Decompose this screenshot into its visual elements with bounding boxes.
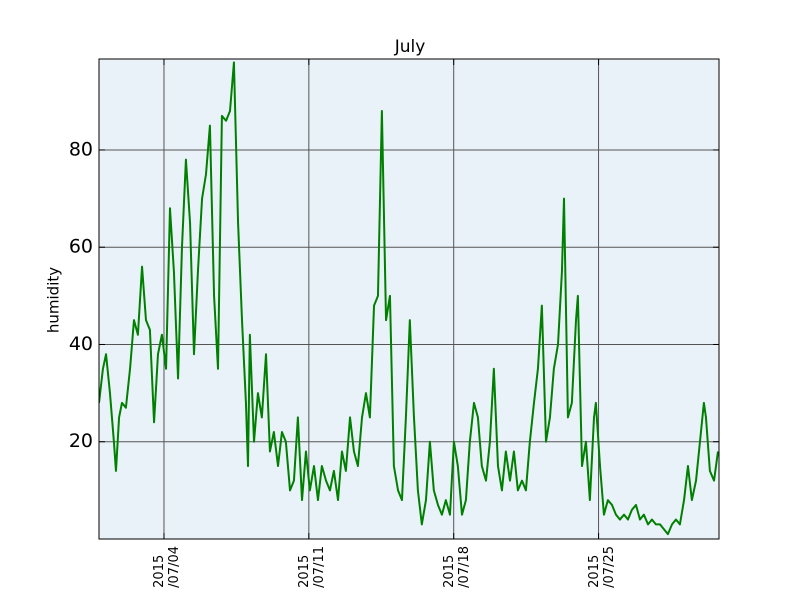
data-line bbox=[99, 61, 719, 536]
x-tick-label: 2015 /07/25 bbox=[586, 546, 617, 588]
y-tick-label: 60 bbox=[69, 236, 93, 258]
y-axis-label: humidity bbox=[45, 267, 63, 333]
x-tick-label: 2015 /07/18 bbox=[441, 546, 472, 588]
plot-frame bbox=[98, 58, 720, 540]
x-tick-label: 2015 /07/11 bbox=[296, 546, 327, 588]
x-tick-label: 2015 /07/04 bbox=[151, 546, 182, 588]
y-tick-label: 40 bbox=[69, 333, 93, 355]
chart-title: July bbox=[394, 37, 426, 57]
y-tick-label: 80 bbox=[69, 138, 93, 160]
plot-area bbox=[99, 59, 719, 539]
y-tick-label: 20 bbox=[69, 430, 93, 452]
